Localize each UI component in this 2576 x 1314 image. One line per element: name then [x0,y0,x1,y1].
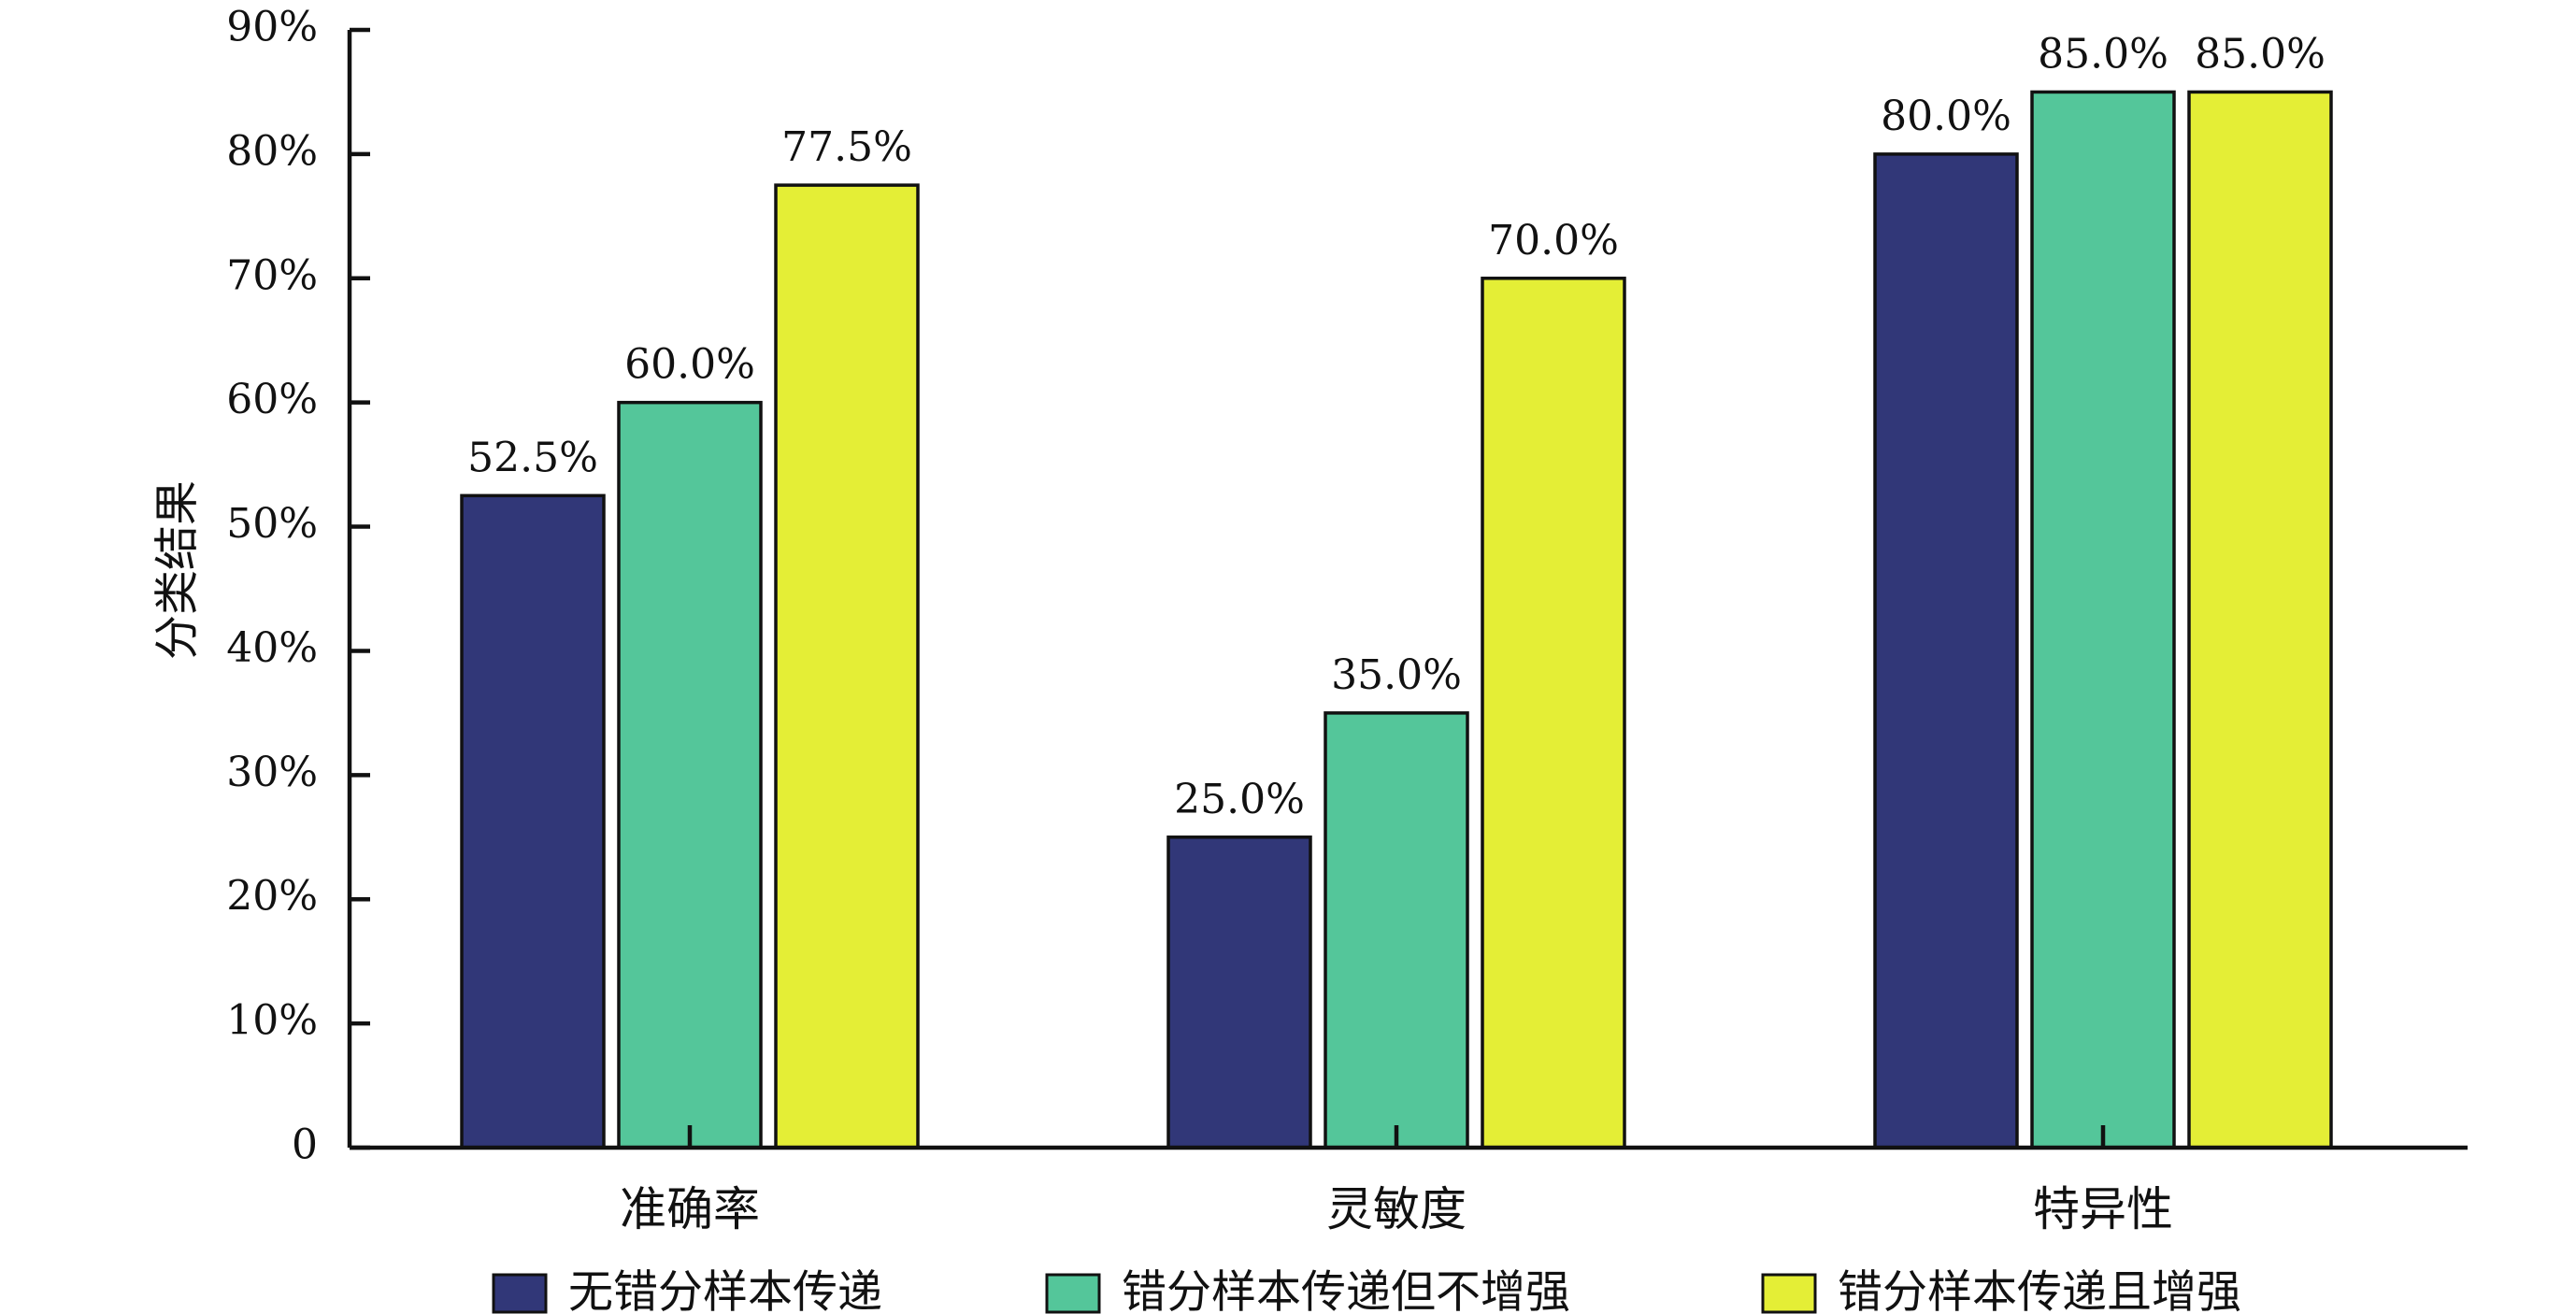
data-label: 77.5% [781,123,912,171]
x-tick-label: 准确率 [620,1182,760,1236]
data-label: 25.0% [1174,776,1305,823]
plot-area: 52.5% 25.0% 80.0% 60.0% 35.0% 85.0% 77.5% 70.0%… [226,4,2468,1236]
data-label: 70.0% [1488,217,1619,264]
y-axis-label: 分类结果 [151,480,204,660]
y-tick-label: 20% [226,873,318,921]
bar-series-1-category-3 [1873,152,2019,1150]
bar-series-1-category-1 [460,493,606,1150]
legend-label: 错分样本传递且增强 [1838,1266,2241,1314]
y-tick-label: 90% [226,4,318,51]
y-tick-label: 50% [226,500,318,548]
y-tick-label: 70% [226,251,318,299]
bar-series-3-category-1 [774,183,920,1150]
legend: 无错分样本传递 错分样本传递但不增强 错分样本传递且增强 [492,1266,2241,1314]
bar-series-3-category-3 [2187,90,2333,1150]
data-label: 60.0% [624,341,755,389]
data-label: 52.5% [467,434,598,481]
bar-series-2-category-1 [617,400,763,1150]
y-tick-label: 40% [226,624,318,672]
y-tick-label: 30% [226,749,318,796]
data-label: 35.0% [1331,651,1462,699]
x-tick-label: 灵敏度 [1326,1182,1467,1236]
bar-series-2-category-3 [2030,90,2176,1150]
bar-series-1-category-2 [1166,836,1312,1150]
bar-series-2-category-2 [1324,711,1469,1150]
data-label: 85.0% [2195,30,2326,78]
y-tick-label: 80% [226,127,318,175]
x-tick-label: 特异性 [2033,1182,2173,1236]
legend-label: 错分样本传递但不增强 [1122,1266,1570,1314]
bar-series-3-category-2 [1481,277,1626,1150]
y-tick-label: 10% [226,997,318,1045]
data-label: 80.0% [1881,93,2011,140]
legend-swatch [492,1273,548,1314]
legend-swatch [1761,1273,1817,1314]
legend-swatch [1045,1273,1101,1314]
y-tick-label: 0 [292,1121,318,1169]
y-tick-label: 60% [226,376,318,423]
data-label: 85.0% [2038,30,2168,78]
legend-label: 无错分样本传递 [568,1266,882,1314]
